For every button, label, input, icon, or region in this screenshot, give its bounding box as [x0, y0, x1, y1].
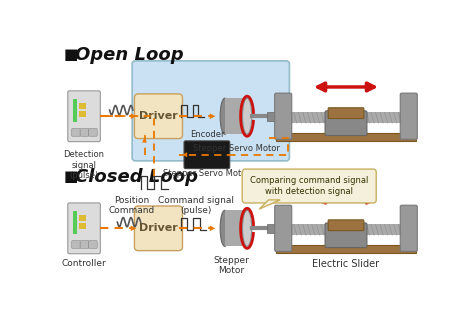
Text: Driver: Driver	[139, 223, 178, 233]
Text: Position
Command: Position Command	[108, 196, 155, 215]
Text: Stepper
Motor: Stepper Motor	[213, 256, 249, 275]
FancyBboxPatch shape	[79, 111, 86, 117]
FancyBboxPatch shape	[400, 93, 417, 139]
Text: ■: ■	[64, 169, 78, 184]
Text: Detection
signal
(pulse): Detection signal (pulse)	[64, 150, 105, 180]
FancyBboxPatch shape	[89, 241, 97, 248]
FancyBboxPatch shape	[276, 224, 416, 235]
FancyBboxPatch shape	[328, 220, 364, 231]
Text: Driver: Driver	[139, 111, 178, 121]
Text: Open Loop: Open Loop	[75, 46, 183, 64]
Text: Controller: Controller	[62, 259, 107, 268]
Text: Comparing command signal
with detection signal: Comparing command signal with detection …	[250, 176, 368, 196]
FancyBboxPatch shape	[225, 98, 247, 134]
FancyBboxPatch shape	[275, 205, 292, 252]
FancyBboxPatch shape	[80, 241, 89, 248]
Polygon shape	[259, 200, 280, 209]
Text: Command signal
(pulse): Command signal (pulse)	[158, 196, 234, 215]
FancyBboxPatch shape	[242, 169, 376, 203]
FancyBboxPatch shape	[325, 111, 367, 135]
FancyBboxPatch shape	[80, 128, 89, 136]
FancyBboxPatch shape	[79, 103, 86, 109]
Ellipse shape	[243, 210, 252, 246]
FancyBboxPatch shape	[276, 245, 416, 253]
FancyBboxPatch shape	[325, 223, 367, 248]
FancyBboxPatch shape	[184, 141, 230, 168]
FancyBboxPatch shape	[267, 224, 275, 233]
FancyBboxPatch shape	[267, 112, 275, 121]
Text: Stepper Servo Motor: Stepper Servo Motor	[192, 144, 279, 153]
FancyBboxPatch shape	[79, 215, 86, 221]
FancyBboxPatch shape	[72, 128, 80, 136]
FancyBboxPatch shape	[89, 128, 97, 136]
Ellipse shape	[243, 98, 252, 134]
Ellipse shape	[220, 98, 229, 134]
FancyBboxPatch shape	[73, 99, 77, 121]
FancyBboxPatch shape	[400, 205, 417, 252]
FancyBboxPatch shape	[225, 210, 247, 246]
FancyBboxPatch shape	[79, 223, 86, 229]
FancyBboxPatch shape	[135, 206, 182, 251]
Text: Closed Loop: Closed Loop	[75, 167, 198, 186]
FancyBboxPatch shape	[328, 108, 364, 118]
Ellipse shape	[220, 210, 229, 246]
Text: Electric Slider: Electric Slider	[312, 259, 380, 269]
Text: ■: ■	[64, 47, 78, 63]
FancyBboxPatch shape	[72, 241, 80, 248]
Text: Encoder: Encoder	[190, 130, 224, 139]
FancyBboxPatch shape	[73, 211, 77, 234]
FancyBboxPatch shape	[276, 113, 416, 123]
FancyBboxPatch shape	[276, 133, 416, 141]
FancyBboxPatch shape	[135, 94, 182, 139]
FancyBboxPatch shape	[68, 203, 100, 254]
Text: Stepper Servo Motor: Stepper Servo Motor	[164, 168, 250, 178]
FancyBboxPatch shape	[68, 91, 100, 142]
FancyBboxPatch shape	[275, 93, 292, 139]
FancyBboxPatch shape	[132, 61, 290, 161]
